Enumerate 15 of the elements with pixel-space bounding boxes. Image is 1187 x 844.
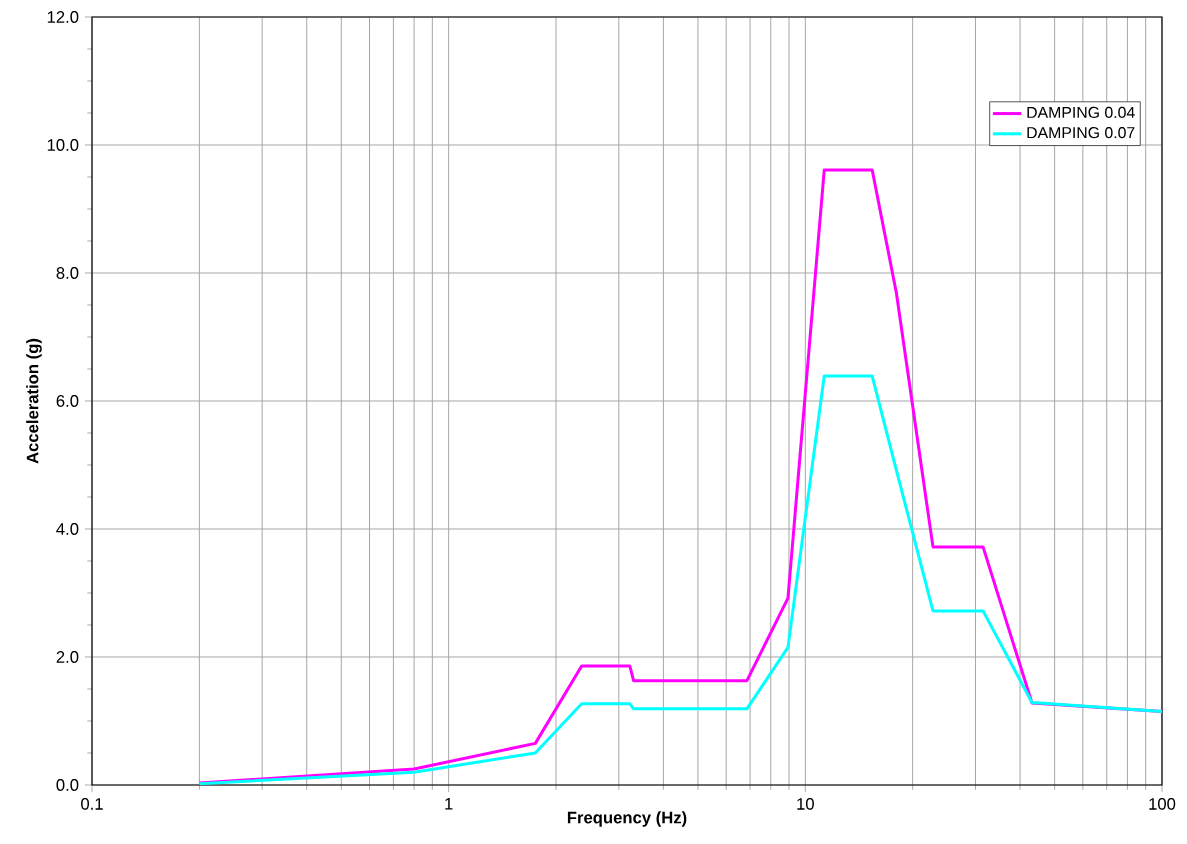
- x-axis-title: Frequency (Hz): [567, 811, 687, 827]
- y-tick-label: 6.0: [56, 395, 79, 407]
- x-tick-label: 1: [445, 797, 453, 810]
- y-tick-label: 2.0: [56, 651, 79, 663]
- x-tick-label: 100: [1149, 797, 1176, 810]
- x-tick-label: 10: [797, 797, 814, 810]
- y-tick-label: 8.0: [56, 267, 79, 279]
- legend-label: DAMPING 0.07: [1027, 127, 1135, 139]
- legend-label: DAMPING 0.04: [1027, 106, 1135, 119]
- y-axis-title: Acceleration (g): [26, 338, 42, 464]
- y-tick-label: 10.0: [47, 139, 79, 151]
- y-tick-label: 0.0: [56, 779, 79, 791]
- y-tick-label: 4.0: [56, 523, 79, 535]
- y-tick-label: 12.0: [47, 11, 79, 23]
- x-tick-label: 0.1: [81, 797, 103, 810]
